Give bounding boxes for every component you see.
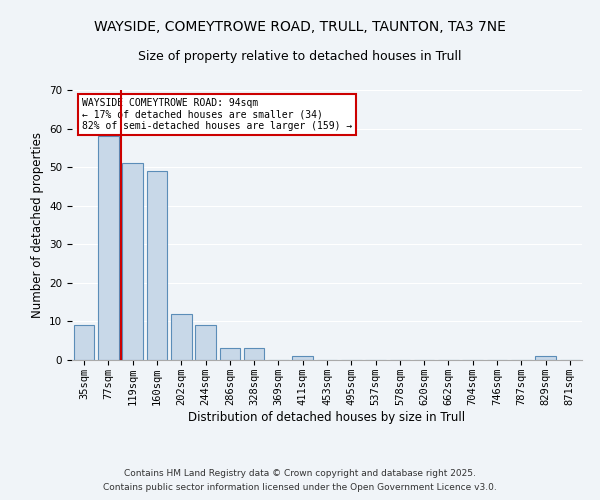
Y-axis label: Number of detached properties: Number of detached properties	[31, 132, 44, 318]
Text: Contains public sector information licensed under the Open Government Licence v3: Contains public sector information licen…	[103, 484, 497, 492]
Bar	[220, 348, 240, 360]
Bar	[171, 314, 191, 360]
Bar	[292, 356, 313, 360]
Bar	[535, 356, 556, 360]
Bar	[122, 164, 143, 360]
X-axis label: Distribution of detached houses by size in Trull: Distribution of detached houses by size …	[188, 410, 466, 424]
Text: Size of property relative to detached houses in Trull: Size of property relative to detached ho…	[138, 50, 462, 63]
Bar	[74, 326, 94, 360]
Bar	[146, 171, 167, 360]
Bar	[195, 326, 216, 360]
Text: WAYSIDE, COMEYTROWE ROAD, TRULL, TAUNTON, TA3 7NE: WAYSIDE, COMEYTROWE ROAD, TRULL, TAUNTON…	[94, 20, 506, 34]
Bar	[244, 348, 265, 360]
Text: WAYSIDE COMEYTROWE ROAD: 94sqm
← 17% of detached houses are smaller (34)
82% of : WAYSIDE COMEYTROWE ROAD: 94sqm ← 17% of …	[82, 98, 352, 132]
Bar	[98, 136, 119, 360]
Text: Contains HM Land Registry data © Crown copyright and database right 2025.: Contains HM Land Registry data © Crown c…	[124, 468, 476, 477]
